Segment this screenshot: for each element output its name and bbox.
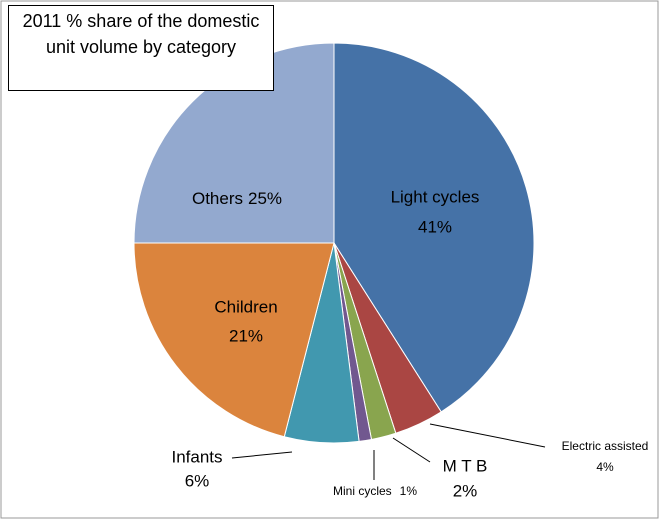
value-label: 41% xyxy=(418,217,452,236)
category-label: M T B xyxy=(443,456,488,475)
value-label: 1% xyxy=(400,484,418,498)
pie-slice xyxy=(333,42,535,413)
category-label: Electric assisted xyxy=(562,439,649,453)
category-label: Infants xyxy=(171,447,222,466)
leader-line xyxy=(231,451,293,459)
pie-slice xyxy=(133,242,335,438)
data-label: Others 25% xyxy=(192,189,282,208)
value-label: 2% xyxy=(453,481,478,500)
category-label: Mini cycles xyxy=(333,484,392,498)
leader-line xyxy=(429,423,546,448)
pie-slice xyxy=(133,42,335,244)
category-label: Light cycles xyxy=(391,187,480,206)
category-label: Children xyxy=(214,297,277,316)
value-label: 4% xyxy=(596,460,614,474)
leader-line xyxy=(392,437,431,463)
value-label: 25% xyxy=(248,189,282,208)
category-label: Others xyxy=(192,189,243,208)
data-label: Mini cycles 1% xyxy=(333,484,417,498)
value-label: 6% xyxy=(185,471,210,490)
chart-title: 2011 % share of the domestic unit volume… xyxy=(8,5,274,91)
value-label: 21% xyxy=(229,326,263,345)
